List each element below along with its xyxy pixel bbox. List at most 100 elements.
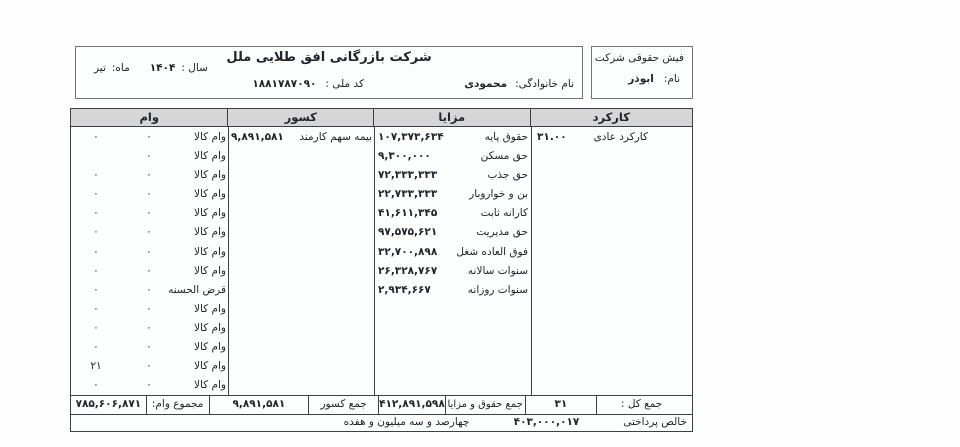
- loans-section: وام کالا ۰ ۰ وام کالا ۰ وام کالا ۰ ۰: [71, 128, 228, 395]
- loan-row-balance: ۰: [93, 341, 99, 354]
- loan-row-installment: ۰: [146, 207, 152, 220]
- loan-row-installment: ۰: [146, 131, 152, 143]
- gross-total-value: ۴۱۲,۸۹۱,۵۹۸: [378, 396, 445, 414]
- loan-row: وام کالا ۰ ۰: [71, 338, 228, 357]
- loan-row-balance: ۰: [93, 245, 99, 258]
- benefit-row: بن و خواروبار ۲۲,۷۳۳,۳۳۳: [374, 185, 531, 204]
- loan-row-installment: ۰: [146, 360, 152, 373]
- loan-row-label: وام کالا: [193, 169, 226, 182]
- slip-type-box: فیش حقوقی شرکت نام: ابوذر: [591, 46, 693, 99]
- benefit-row-label: حق مسکن: [480, 150, 528, 163]
- loan-row: وام کالا ۰ ۰: [71, 223, 228, 242]
- deduction-row-value: ۹,۸۹۱,۵۸۱: [231, 131, 284, 143]
- loan-row: وام کالا ۰ ۰: [71, 262, 228, 281]
- benefit-row: حقوق پایه ۱۰۷,۳۷۳,۶۳۴: [374, 128, 531, 147]
- loan-row-balance: ۰: [93, 169, 99, 182]
- benefit-row-label: بن و خواروبار: [469, 188, 528, 201]
- deductions-section: بیمه سهم کارمند ۹,۸۹۱,۵۸۱: [228, 128, 374, 147]
- loan-row: وام کالا ۰ ۰: [71, 166, 228, 185]
- net-pay-in-words: چهارصد و سه میلیون و هفده: [343, 416, 470, 428]
- loan-row-balance: ۰: [93, 379, 99, 392]
- loan-row-installment: ۰: [146, 245, 152, 258]
- benefits-section: حقوق پایه ۱۰۷,۳۷۳,۶۳۴ حق مسکن ۹,۳۰۰,۰۰۰ …: [374, 128, 531, 300]
- loan-row-label: قرض الحسنه: [168, 283, 226, 296]
- loan-row-label: وام کالا: [193, 302, 226, 315]
- table-header-row: کارکرد مزایا کسور وام: [71, 109, 692, 127]
- loan-row-balance: ۰: [93, 283, 99, 296]
- totals-row: جمع کل : ۳۱ جمع حقوق و مزایا ۴۱۲,۸۹۱,۵۹۸…: [71, 395, 692, 414]
- section-divider: [374, 127, 376, 395]
- net-pay-label: خالص پرداختی: [623, 416, 687, 428]
- loan-row-installment: ۰: [146, 226, 152, 239]
- benefit-row-label: فوق العاده شغل: [456, 245, 528, 258]
- work-row-value: ۳۱.۰۰: [537, 131, 567, 143]
- benefit-row-label: حقوق پایه: [484, 131, 528, 143]
- benefit-row-value: ۹,۳۰۰,۰۰۰: [378, 150, 431, 163]
- loan-row-label: وام کالا: [193, 379, 226, 392]
- lastname-row: نام خانوادگی: محمودی: [464, 78, 574, 90]
- loans-total-label: مجموع وام:: [145, 396, 209, 414]
- benefit-row-value: ۱۰۷,۳۷۳,۶۳۴: [378, 131, 444, 143]
- loans-total-value: ۷۸۵,۶۰۶,۸۷۱: [75, 398, 142, 410]
- work-row-label: کارکرد عادی: [593, 131, 648, 143]
- net-pay-row: خالص پرداختی ۴۰۳,۰۰۰,۰۱۷ چهارصد و سه میل…: [71, 414, 692, 431]
- benefit-row-value: ۴۱,۶۱۱,۳۴۵: [378, 207, 438, 220]
- loan-row: وام کالا ۰ ۲۱: [71, 357, 228, 376]
- loan-row-label: وام کالا: [193, 226, 226, 239]
- national-id-row: کد ملی : ۱۸۸۱۷۸۷۰۹۰: [252, 78, 364, 90]
- loan-row: وام کالا ۰ ۰: [71, 128, 228, 147]
- benefit-row-value: ۹۷,۵۷۵,۶۲۱: [378, 226, 438, 239]
- month-label: ماه:: [111, 62, 130, 74]
- loan-row-installment: ۰: [146, 264, 152, 277]
- section-divider: [531, 127, 533, 395]
- loan-row: قرض الحسنه ۰ ۰: [71, 281, 228, 300]
- deductions-total-value: ۹,۸۹۱,۵۸۱: [208, 396, 309, 414]
- benefit-row: کارانه ثابت ۴۱,۶۱۱,۳۴۵: [374, 204, 531, 223]
- loan-row-installment: ۰: [146, 302, 152, 315]
- loan-row: وام کالا ۰ ۰: [71, 300, 228, 319]
- year-label: سال :: [181, 62, 208, 74]
- loan-row: وام کالا ۰: [71, 147, 228, 166]
- loan-row: وام کالا ۰ ۰: [71, 185, 228, 204]
- deduction-row: بیمه سهم کارمند ۹,۸۹۱,۵۸۱: [228, 128, 374, 147]
- deduction-row-label: بیمه سهم کارمند: [299, 131, 372, 143]
- loan-row-label: وام کالا: [193, 207, 226, 220]
- loan-row-balance: ۰: [93, 207, 99, 220]
- column-header-benefits: مزایا: [373, 109, 530, 126]
- benefit-row-label: سنوات روزانه: [467, 283, 528, 296]
- section-divider: [228, 127, 230, 395]
- loan-row-installment: ۰: [146, 283, 152, 296]
- loan-row-label: وام کالا: [193, 360, 226, 373]
- benefit-row-label: حق مدیریت: [476, 226, 528, 239]
- slip-title: فیش حقوقی شرکت: [594, 52, 684, 64]
- loan-row-label: وام کالا: [193, 150, 226, 163]
- gross-total-label: جمع حقوق و مزایا: [444, 396, 525, 414]
- work-total-value: ۳۱: [524, 396, 597, 414]
- benefit-row-label: سنوات سالانه: [467, 264, 528, 277]
- benefit-row: حق مدیریت ۹۷,۵۷۵,۶۲۱: [374, 223, 531, 242]
- net-pay-value: ۴۰۳,۰۰۰,۰۱۷: [513, 416, 580, 428]
- company-header-box: شرکت بازرگانی افق طلایی ملل سال : ۱۴۰۴ م…: [75, 46, 583, 99]
- loan-row-balance: ۰: [93, 188, 99, 201]
- year-month-row: سال : ۱۴۰۴ ماه: تیر: [94, 62, 208, 74]
- month-value: تیر: [94, 62, 106, 74]
- loan-row-installment: ۰: [146, 379, 152, 392]
- column-header-loans: وام: [139, 110, 159, 124]
- benefit-row-value: ۲۲,۷۳۳,۳۳۳: [378, 188, 438, 201]
- lastname-value: محمودی: [464, 78, 508, 90]
- loan-row-balance: ۲۱: [90, 360, 102, 373]
- year-value: ۱۴۰۴: [149, 62, 176, 74]
- loan-row: وام کالا ۰ ۰: [71, 243, 228, 262]
- loan-row-balance: ۰: [93, 226, 99, 239]
- loan-row-label: وام کالا: [193, 321, 226, 334]
- national-id-value: ۱۸۸۱۷۸۷۰۹۰: [252, 78, 317, 90]
- benefit-row: سنوات روزانه ۲,۹۳۴,۶۶۷: [374, 281, 531, 300]
- benefit-row-value: ۲۶,۳۲۸,۷۶۷: [378, 264, 438, 277]
- loan-row-installment: ۰: [146, 341, 152, 354]
- loan-row-balance: ۰: [93, 264, 99, 277]
- loan-row-installment: ۰: [146, 188, 152, 201]
- deductions-total-label: جمع کسور: [308, 396, 378, 414]
- benefit-row: حق جذب ۷۲,۳۳۳,۳۳۳: [374, 166, 531, 185]
- loan-row-installment: ۰: [146, 150, 152, 163]
- payslip-table: کارکرد مزایا کسور وام کارکرد عادی ۳۱.۰۰: [70, 108, 693, 432]
